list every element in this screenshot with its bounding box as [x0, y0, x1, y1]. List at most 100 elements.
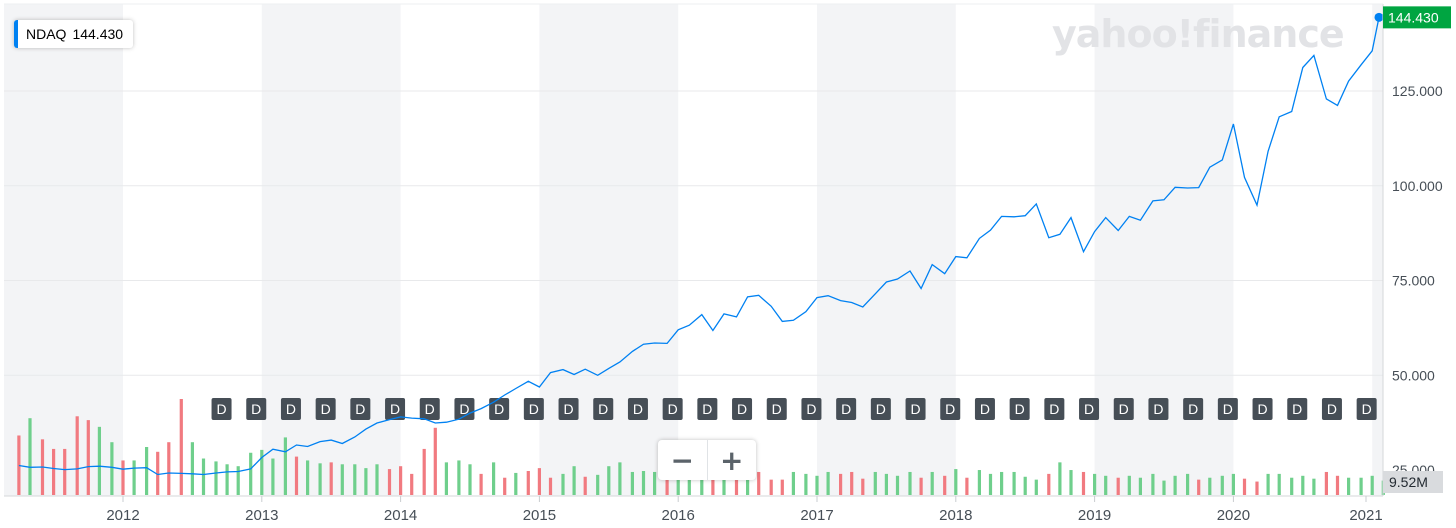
volume-bar [1324, 471, 1328, 495]
volume-bar [618, 462, 622, 495]
x-tick-label: 2012 [106, 507, 139, 524]
dividend-marker-label: D [737, 401, 747, 417]
dividend-marker-label: D [1257, 401, 1267, 417]
dividend-marker-box [315, 398, 336, 420]
volume-bar [1231, 473, 1235, 495]
ticker-legend[interactable]: NDAQ 144.430 [14, 20, 134, 48]
dividend-marker-box [732, 398, 753, 420]
volume-bar [306, 460, 310, 495]
volume-bar [641, 471, 646, 495]
dividend-marker-box [1148, 398, 1169, 420]
dividend-marker-label: D [910, 401, 920, 417]
volume-bar [422, 448, 426, 495]
dividend-marker: D [1252, 398, 1273, 420]
volume-bar [1093, 473, 1097, 495]
volume-bar [791, 471, 796, 495]
volume-bar [722, 471, 726, 495]
yahoo-finance-logo: yahoo!finance [1052, 12, 1345, 56]
volume-bar [1266, 473, 1270, 495]
dividend-marker: D [593, 398, 614, 420]
volume-bar [526, 471, 530, 495]
volume-bar [1370, 475, 1374, 495]
volume-bar [895, 475, 900, 495]
dividend-marker-box [1009, 398, 1030, 420]
volume-bar [17, 435, 21, 495]
volume-bar [700, 470, 704, 495]
volume-bar [734, 470, 739, 495]
x-tick-label: 2021 [1349, 507, 1382, 524]
year-band [4, 4, 123, 496]
dividend-marker: D [1321, 398, 1342, 420]
dividend-marker-box [974, 398, 995, 420]
volume-bar [63, 448, 67, 495]
volume-bar [1162, 480, 1166, 495]
volume-bar [1104, 475, 1108, 495]
dividend-marker-label: D [772, 401, 782, 417]
volume-bar [410, 473, 414, 495]
volume-bar [965, 477, 969, 495]
dividend-marker: D [558, 398, 579, 420]
volume-bar [826, 471, 830, 495]
volume-bar [214, 461, 218, 495]
dividend-marker-box [350, 398, 371, 420]
volume-bar [676, 471, 680, 495]
zoom-out-button[interactable]: − [670, 443, 694, 477]
dividend-marker-label: D [1153, 401, 1163, 417]
zoom-in-button[interactable]: + [706, 440, 757, 480]
volume-bar [596, 474, 600, 495]
dividend-marker-box [940, 398, 961, 420]
dividend-marker-label: D [598, 401, 608, 417]
volume-bar [1023, 476, 1027, 495]
dividend-marker-box [1217, 398, 1238, 420]
x-tick-label: 2020 [1217, 507, 1250, 524]
volume-bar [433, 427, 437, 495]
dividend-marker-box [523, 398, 544, 420]
volume-bar [607, 466, 611, 495]
year-band [539, 4, 679, 496]
volume-bar [52, 448, 56, 495]
volume-bar [537, 468, 541, 495]
dividend-marker: D [523, 398, 544, 420]
dividend-marker: D [1079, 398, 1100, 420]
dividend-marker: D [211, 398, 232, 420]
dividend-marker-label: D [806, 401, 816, 417]
dividend-marker: D [315, 398, 336, 420]
volume-bar [1138, 477, 1143, 495]
dividend-marker-box [385, 398, 406, 420]
dividend-marker: D [1113, 398, 1134, 420]
volume-bar [1347, 477, 1351, 495]
volume-bar [1081, 471, 1086, 495]
dividend-marker-box [1183, 398, 1204, 420]
x-tick-label: 2014 [384, 507, 417, 524]
volume-bar [919, 477, 923, 495]
dividend-marker: D [1356, 398, 1377, 420]
year-bands [4, 4, 1383, 496]
volume-bar [561, 473, 565, 495]
dividend-marker-box [1287, 398, 1308, 420]
volume-bar [687, 479, 691, 495]
x-tick-label: 2013 [245, 507, 278, 524]
volume-bar [1242, 478, 1247, 495]
dividend-marker-label: D [668, 401, 678, 417]
zoom-controls: − + [658, 440, 756, 480]
dividend-marker: D [454, 398, 475, 420]
price-series [18, 12, 1384, 476]
volume-bar [746, 478, 750, 495]
volume-bar [479, 473, 483, 495]
volume-bar [1173, 475, 1177, 495]
last-price-dot [1374, 12, 1384, 22]
dividend-marker: D [870, 398, 891, 420]
volume-bar [954, 469, 958, 495]
volume-bar [1000, 471, 1004, 495]
dividend-marker-label: D [980, 401, 990, 417]
volume-bar [977, 470, 981, 495]
volume-bar [28, 418, 32, 495]
volume-bar [491, 462, 496, 495]
volume-bar [1197, 479, 1201, 495]
dividend-marker: D [732, 398, 753, 420]
volume-bar [201, 458, 206, 495]
volume-bar [329, 462, 333, 495]
volume-bar [1116, 477, 1120, 495]
